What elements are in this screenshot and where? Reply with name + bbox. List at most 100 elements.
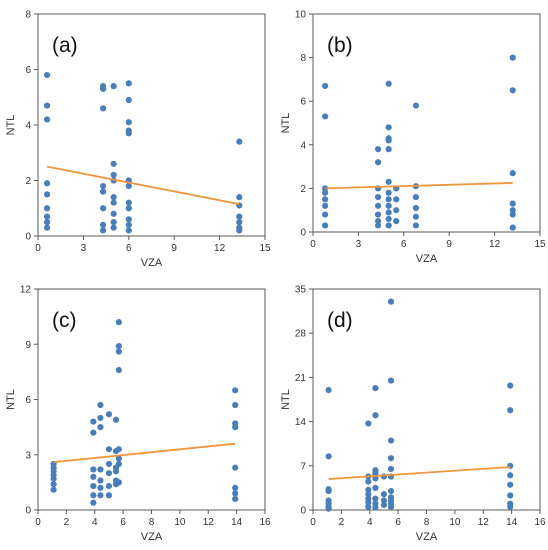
chart-c-data-point	[232, 401, 239, 409]
chart-a-x-axis-label: VZA	[141, 257, 163, 269]
chart-a-x-tick-label: 0	[35, 243, 41, 254]
chart-b-frame	[312, 13, 541, 233]
chart-c-x-tick-label: 0	[35, 517, 41, 528]
chart-d-x-tick-label: 2	[339, 517, 345, 528]
chart-b-y-tick-label: 0	[300, 228, 306, 239]
chart-c-x-tick-label: 16	[259, 517, 271, 528]
chart-a-x-tick-label: 3	[81, 243, 87, 254]
chart-d-data-point	[387, 503, 395, 510]
chart-d-data-point	[380, 491, 388, 498]
chart-c-y-tick-label: 0	[25, 506, 31, 517]
chart-d-x-tick-label: 4	[367, 517, 373, 528]
chart-b-data-point	[385, 209, 392, 216]
chart-b-data-point	[322, 202, 329, 209]
chart-a-data-point	[125, 119, 132, 126]
chart-c-data-point	[97, 466, 104, 473]
chart-d-data-point	[507, 503, 514, 510]
chart-a-data-point	[99, 188, 107, 195]
chart-a-data-point	[236, 194, 243, 201]
chart-d-y-tick-label: 14	[295, 417, 307, 428]
chart-b-panel-label: (b)	[327, 34, 353, 57]
chart-b-data-point	[385, 196, 392, 203]
chart-b-data-point	[412, 213, 420, 220]
chart-b-data-point	[374, 218, 382, 225]
chart-d-x-tick-label: 10	[449, 517, 461, 528]
chart-b-data-point	[374, 146, 382, 153]
chart-a-data-point	[43, 71, 51, 79]
chart-b-data-point	[385, 189, 392, 196]
chart-d-data-point	[387, 487, 395, 495]
chart-d-data-point	[380, 501, 388, 509]
chart-c-data-point	[90, 418, 97, 425]
chart-d-x-tick-label: 6	[395, 517, 401, 528]
chart-b-data-point	[374, 194, 382, 201]
chart-c-x-axis-label: VZA	[141, 531, 163, 543]
chart-a-data-point	[125, 221, 132, 228]
chart-a-y-tick-label: 6	[25, 65, 31, 76]
chart-b-data-point	[385, 137, 392, 144]
chart-b-data-point	[374, 211, 382, 218]
chart-c-x-tick-label: 6	[120, 517, 126, 528]
chart-d-data-point	[365, 503, 372, 510]
chart-b-y-tick-label: 8	[300, 53, 306, 64]
chart-b-data-point	[322, 196, 329, 203]
chart-d-data-point	[507, 492, 514, 499]
chart-b-data-point	[385, 215, 392, 223]
chart-d-x-tick-label: 0	[310, 517, 316, 528]
chart-c-data-point	[232, 490, 239, 497]
chart-a-data-point	[110, 194, 117, 201]
chart-a-data-point	[110, 160, 117, 167]
chart-c-x-tick-label: 4	[92, 517, 98, 528]
chart-c-y-tick-label: 3	[25, 450, 31, 461]
chart-c-data-point	[97, 414, 104, 422]
chart-d-panel-label: (d)	[327, 309, 353, 332]
chart-a-data-point	[43, 224, 51, 231]
chart-b-x-tick-label: 12	[489, 239, 501, 250]
chart-d-y-tick-label: 7	[300, 461, 306, 472]
chart-a-data-point	[99, 85, 107, 93]
chart-a-data-point	[99, 221, 107, 228]
chart-a-data-point	[125, 96, 132, 104]
chart-b-data-point	[385, 222, 392, 229]
chart-d-data-point	[325, 487, 332, 495]
chart-b-data-point	[385, 146, 392, 153]
chart-d-data-point	[387, 298, 395, 305]
chart-b-data-point	[385, 178, 392, 185]
chart-b-data-point	[412, 204, 420, 212]
chart-d-trend-line	[328, 466, 511, 480]
chart-a-data-point	[99, 182, 107, 190]
chart-a-x-tick-label: 6	[126, 243, 132, 254]
chart-a-y-axis-label: NTL	[5, 115, 17, 136]
chart-d-data-point	[372, 484, 379, 491]
chart-a-data-point	[125, 216, 132, 223]
chart-b-data-point	[412, 102, 420, 109]
chart-d-data-point	[365, 491, 372, 498]
chart-a-data-point	[43, 191, 51, 198]
chart-b-x-tick-label: 6	[401, 239, 407, 250]
chart-b-x-tick-label: 0	[310, 239, 316, 250]
chart-c-data-point	[232, 484, 239, 491]
chart-a-data-point	[110, 224, 117, 231]
chart-d-x-tick-label: 14	[506, 517, 518, 528]
chart-d-y-tick-label: 0	[300, 506, 306, 517]
chart-c-y-tick-label: 6	[25, 395, 31, 406]
chart-c-x-tick-label: 8	[149, 517, 155, 528]
chart-b-data-point	[374, 202, 382, 209]
chart-c-data-point	[90, 492, 97, 499]
chart-d-data-point	[365, 486, 372, 493]
chart-b-y-tick-label: 10	[295, 10, 307, 21]
chart-c-data-point	[97, 492, 104, 499]
chart-b-y-tick-label: 6	[300, 97, 306, 108]
chart-a-y-tick-label: 8	[25, 10, 31, 21]
chart-d-data-point	[380, 497, 388, 504]
chart-a-data-point	[110, 219, 117, 226]
chart-d-y-tick-label: 35	[295, 285, 307, 296]
chart-c-data-point	[105, 460, 113, 468]
chart-d-data-point	[365, 499, 372, 506]
chart-c-y-axis-label: NTL	[5, 389, 17, 410]
chart-a-y-tick-label: 0	[25, 232, 31, 243]
chart-b-x-axis-label: VZA	[416, 253, 438, 265]
chart-d-data-point	[325, 386, 332, 394]
chart-a-data-point	[236, 138, 243, 145]
chart-a-data-point	[43, 180, 51, 187]
